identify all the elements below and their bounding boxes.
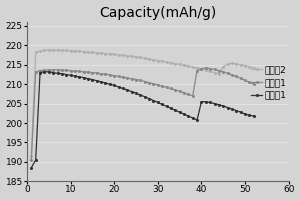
- 对比例1: [178, 111, 181, 113]
- 实施例2: [139, 56, 142, 59]
- 实施例1: [47, 69, 51, 71]
- Legend: 实施例2, 实施例1, 对比例1: 实施例2, 实施例1, 对比例1: [251, 65, 287, 100]
- 实施例1: [165, 86, 168, 89]
- Line: 实施例1: 实施例1: [30, 66, 255, 161]
- 实施例1: [134, 78, 138, 81]
- 实施例2: [169, 62, 173, 64]
- 实施例1: [29, 159, 33, 161]
- 对比例1: [169, 107, 173, 109]
- 对比例1: [139, 94, 142, 96]
- 实施例2: [252, 67, 256, 69]
- 对比例1: [252, 115, 256, 117]
- 对比例1: [112, 84, 116, 87]
- Line: 对比例1: 对比例1: [30, 70, 255, 169]
- 实施例2: [178, 63, 181, 66]
- 实施例1: [252, 83, 256, 85]
- 实施例2: [47, 49, 51, 51]
- Line: 实施例2: 实施例2: [30, 49, 255, 158]
- 实施例2: [51, 49, 55, 51]
- 实施例2: [239, 64, 242, 66]
- 实施例1: [239, 77, 242, 80]
- 对比例1: [51, 71, 55, 74]
- 实施例1: [173, 89, 177, 91]
- 实施例2: [29, 155, 33, 157]
- 对比例1: [29, 166, 33, 169]
- 对比例1: [239, 111, 242, 113]
- 对比例1: [43, 71, 46, 73]
- 实施例2: [112, 53, 116, 56]
- 实施例1: [204, 67, 208, 69]
- 实施例1: [108, 74, 112, 76]
- Title: Capacity(mAh/g): Capacity(mAh/g): [99, 6, 217, 20]
